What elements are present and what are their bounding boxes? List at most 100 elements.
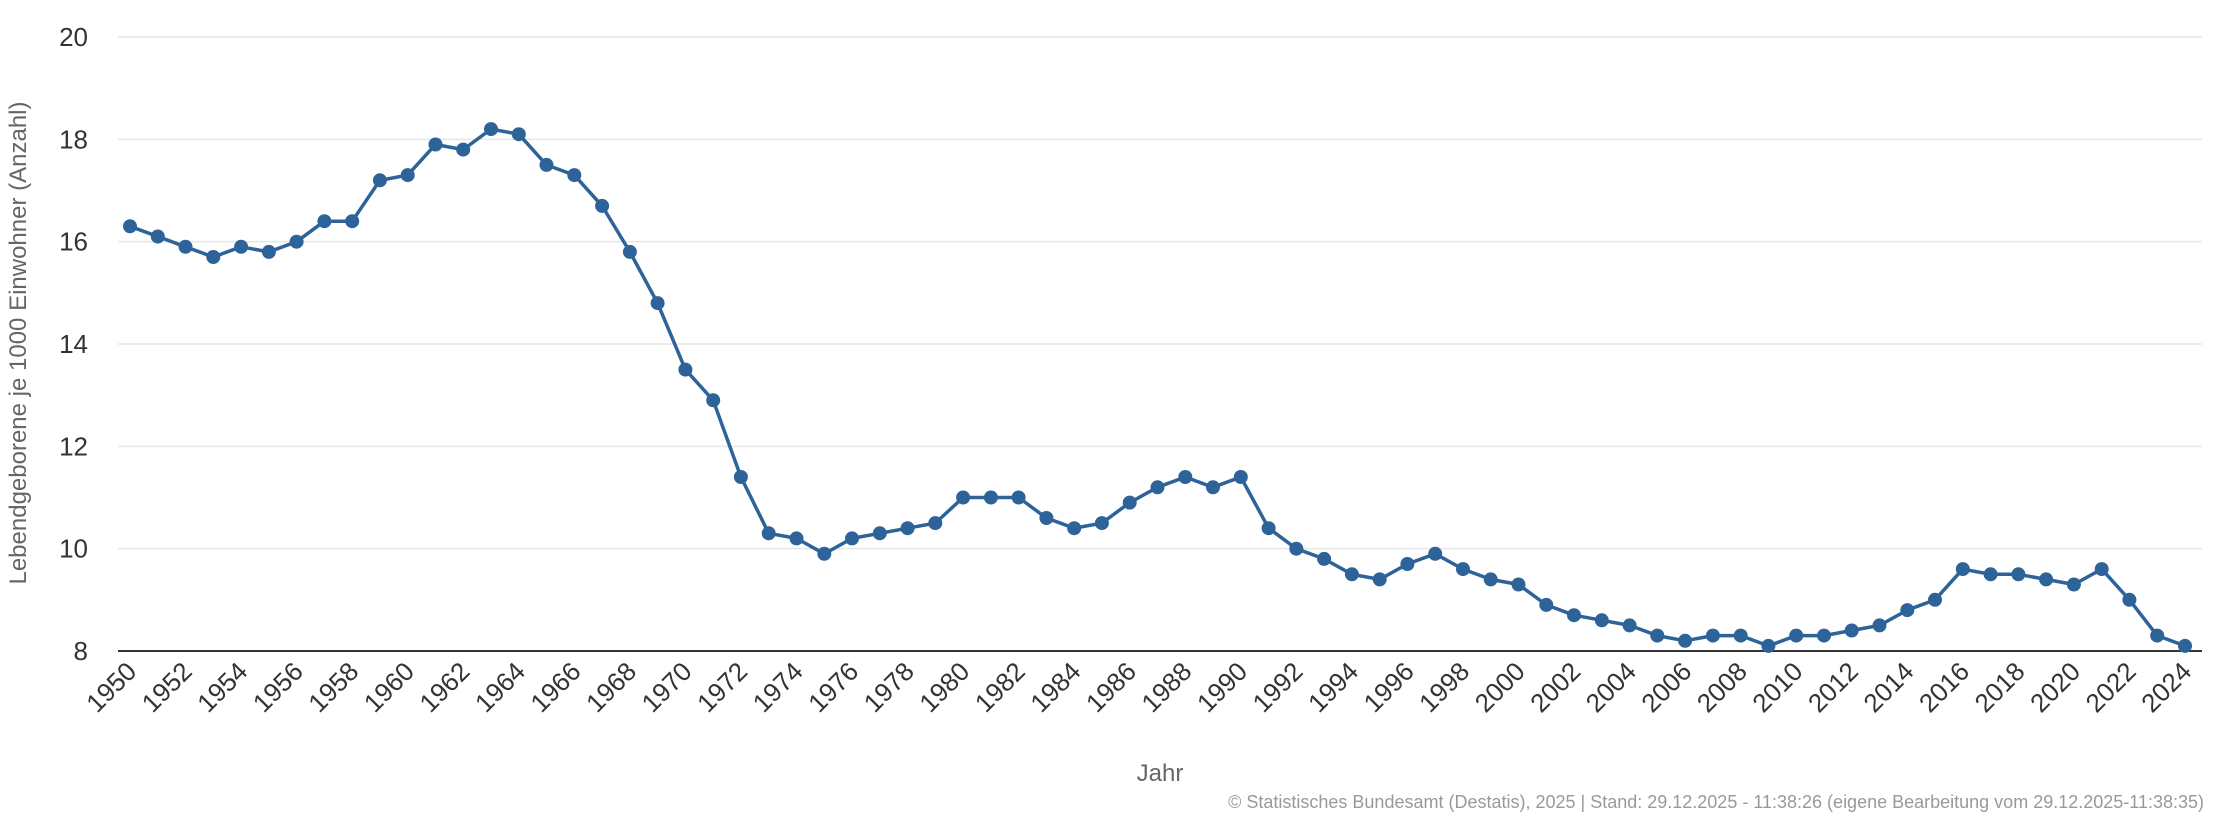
x-tick-label: 1984	[1024, 656, 1086, 718]
data-point[interactable]	[1539, 597, 1554, 612]
data-point[interactable]	[317, 214, 332, 229]
data-point[interactable]	[400, 168, 415, 183]
data-point[interactable]	[511, 127, 526, 142]
data-point[interactable]	[845, 531, 859, 546]
data-point[interactable]	[1150, 480, 1165, 495]
y-tick-label: 8	[74, 636, 88, 666]
x-tick-label: 1992	[1246, 656, 1308, 718]
x-tick-label: 1964	[469, 656, 531, 718]
data-point[interactable]	[1344, 567, 1359, 582]
data-point[interactable]	[1955, 562, 1970, 577]
data-point[interactable]	[539, 157, 554, 172]
y-tick-label: 20	[59, 22, 88, 52]
data-point[interactable]	[622, 244, 637, 259]
data-point[interactable]	[1428, 546, 1443, 561]
data-point[interactable]	[2094, 562, 2109, 577]
data-point[interactable]	[1456, 562, 1470, 577]
data-point[interactable]	[1261, 521, 1276, 536]
data-point[interactable]	[1733, 628, 1748, 643]
data-point[interactable]	[1789, 628, 1804, 643]
data-point[interactable]	[1094, 516, 1109, 531]
x-tick-label: 1980	[913, 656, 975, 718]
data-point[interactable]	[2039, 572, 2054, 587]
data-point[interactable]	[123, 219, 137, 234]
data-point[interactable]	[1900, 603, 1915, 618]
data-point[interactable]	[1872, 618, 1887, 633]
data-point[interactable]	[1178, 470, 1193, 484]
data-point[interactable]	[567, 168, 582, 183]
data-point[interactable]	[733, 470, 748, 484]
data-point[interactable]	[372, 173, 387, 188]
data-point[interactable]	[1483, 572, 1498, 587]
data-point[interactable]	[2011, 567, 2026, 582]
data-point[interactable]	[1067, 521, 1082, 536]
data-point[interactable]	[1317, 551, 1332, 566]
x-tick-label: 2024	[2135, 656, 2197, 718]
x-tick-label: 1968	[580, 656, 642, 718]
data-point[interactable]	[928, 516, 943, 531]
data-point[interactable]	[817, 546, 832, 561]
credits-text: © Statistisches Bundesamt (Destatis), 20…	[1228, 792, 2204, 812]
data-point[interactable]	[1678, 633, 1693, 648]
data-point[interactable]	[1705, 628, 1720, 643]
data-point[interactable]	[983, 490, 998, 505]
data-point[interactable]	[2122, 592, 2137, 607]
data-point[interactable]	[1817, 628, 1831, 643]
x-tick-label: 2014	[1857, 656, 1919, 718]
x-tick-label: 1952	[136, 656, 198, 718]
data-point[interactable]	[1511, 577, 1526, 592]
x-tick-label: 1966	[524, 656, 586, 718]
x-tick-label: 1976	[802, 656, 864, 718]
data-point[interactable]	[289, 234, 304, 249]
data-point[interactable]	[1289, 541, 1304, 556]
data-point[interactable]	[456, 142, 471, 157]
series-layer	[123, 122, 2192, 653]
data-point[interactable]	[1928, 592, 1942, 607]
data-point[interactable]	[956, 490, 971, 505]
data-point[interactable]	[206, 250, 221, 264]
data-point[interactable]	[1844, 623, 1859, 638]
data-point[interactable]	[761, 526, 776, 541]
data-point[interactable]	[1039, 511, 1054, 525]
data-point[interactable]	[150, 229, 165, 244]
data-point[interactable]	[2178, 638, 2192, 653]
data-point[interactable]	[261, 244, 276, 259]
data-point[interactable]	[1983, 567, 1998, 582]
data-point[interactable]	[1761, 638, 1776, 653]
data-point[interactable]	[1622, 618, 1637, 633]
x-tick-label: 1960	[358, 656, 420, 718]
data-point[interactable]	[234, 239, 249, 254]
y-axis-ticks: 8 10 12 14 16 18 20	[59, 22, 88, 666]
y-tick-label: 16	[59, 227, 88, 257]
x-tick-label: 2016	[1913, 656, 1975, 718]
x-tick-label: 2002	[1524, 656, 1586, 718]
x-tick-label: 1956	[247, 656, 309, 718]
y-tick-label: 14	[59, 329, 88, 359]
data-point[interactable]	[1594, 613, 1609, 628]
data-point[interactable]	[706, 393, 721, 408]
data-point[interactable]	[178, 239, 193, 254]
data-point[interactable]	[1011, 490, 1026, 505]
x-tick-label: 2008	[1691, 656, 1753, 718]
data-point[interactable]	[484, 122, 498, 137]
data-point[interactable]	[595, 198, 610, 213]
data-point[interactable]	[2150, 628, 2165, 643]
data-point[interactable]	[650, 296, 665, 311]
data-point[interactable]	[789, 531, 804, 546]
data-point[interactable]	[872, 526, 887, 541]
data-point[interactable]	[428, 137, 443, 152]
data-point[interactable]	[678, 362, 693, 377]
x-tick-label: 2018	[1968, 656, 2030, 718]
data-point[interactable]	[1206, 480, 1220, 495]
data-point[interactable]	[1650, 628, 1665, 643]
data-point[interactable]	[900, 521, 915, 536]
x-tick-label: 1988	[1135, 656, 1197, 718]
data-point[interactable]	[345, 214, 360, 229]
data-point[interactable]	[1122, 495, 1137, 510]
data-point[interactable]	[2066, 577, 2081, 592]
data-point[interactable]	[1400, 557, 1415, 571]
data-point[interactable]	[1233, 470, 1248, 484]
data-point[interactable]	[1372, 572, 1387, 587]
data-point[interactable]	[1567, 608, 1581, 623]
x-tick-label: 1986	[1080, 656, 1142, 718]
